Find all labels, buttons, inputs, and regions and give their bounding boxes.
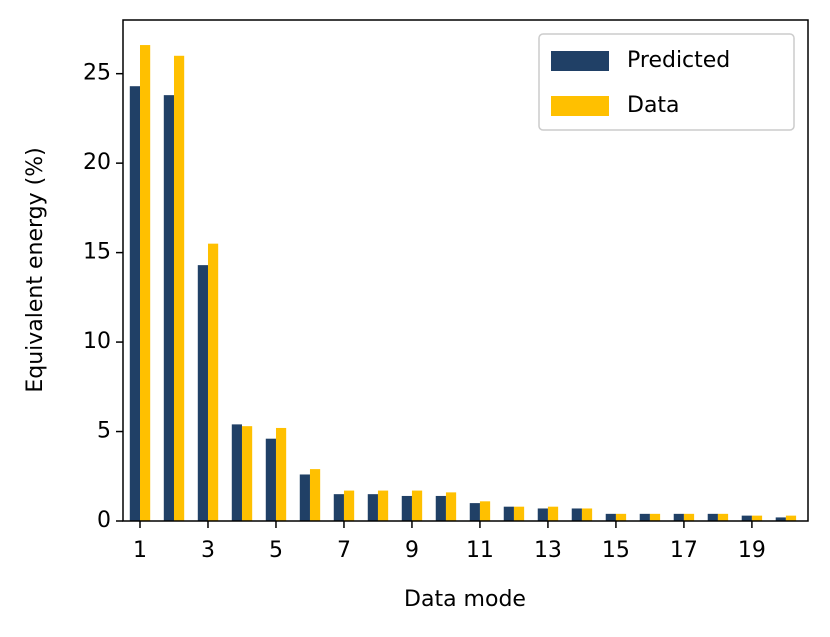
x-tick-label: 13 bbox=[534, 538, 562, 563]
bar bbox=[503, 506, 514, 521]
y-tick-label: 10 bbox=[83, 329, 111, 354]
bar bbox=[479, 501, 491, 521]
x-tick-label: 5 bbox=[269, 538, 283, 563]
x-tick-label: 15 bbox=[602, 538, 630, 563]
y-tick-label: 5 bbox=[97, 419, 111, 444]
bar bbox=[173, 55, 185, 522]
bar bbox=[299, 474, 310, 521]
bar bbox=[751, 515, 763, 521]
bar bbox=[139, 45, 151, 522]
bar bbox=[401, 495, 412, 521]
bar bbox=[707, 513, 718, 521]
bar bbox=[741, 515, 752, 521]
y-tick-label: 20 bbox=[83, 150, 111, 175]
y-axis-label: Equivalent energy (%) bbox=[23, 147, 48, 392]
bar bbox=[649, 513, 661, 521]
bar bbox=[615, 513, 627, 521]
bar bbox=[265, 438, 276, 521]
bar bbox=[333, 494, 344, 521]
bar bbox=[367, 494, 378, 521]
bar bbox=[445, 492, 457, 521]
bar bbox=[469, 503, 480, 521]
x-tick-label: 19 bbox=[738, 538, 766, 563]
bar bbox=[207, 243, 219, 522]
legend-label: Predicted bbox=[627, 48, 730, 73]
bar bbox=[435, 495, 446, 521]
bar bbox=[343, 490, 355, 521]
bar bbox=[605, 513, 616, 521]
bar bbox=[717, 513, 729, 521]
bar bbox=[547, 506, 559, 521]
bar bbox=[775, 517, 786, 521]
x-tick-label: 9 bbox=[405, 538, 419, 563]
x-tick-label: 7 bbox=[337, 538, 351, 563]
bar bbox=[309, 469, 321, 521]
x-tick-label: 3 bbox=[201, 538, 215, 563]
bar bbox=[581, 508, 593, 521]
y-tick-label: 25 bbox=[83, 61, 111, 86]
bar bbox=[377, 490, 389, 521]
bar bbox=[513, 506, 525, 521]
bar bbox=[683, 513, 695, 521]
bar bbox=[639, 513, 650, 521]
bar bbox=[275, 427, 287, 521]
bar bbox=[785, 515, 797, 521]
y-tick-label: 15 bbox=[83, 240, 111, 265]
x-tick-label: 1 bbox=[133, 538, 147, 563]
legend-swatch bbox=[551, 51, 609, 71]
x-tick-label: 17 bbox=[670, 538, 698, 563]
bar bbox=[129, 86, 140, 521]
x-tick-label: 11 bbox=[466, 538, 494, 563]
y-tick-label: 0 bbox=[97, 508, 111, 533]
bar bbox=[537, 508, 548, 521]
bar bbox=[571, 508, 582, 521]
bar bbox=[241, 426, 253, 521]
bar bbox=[163, 95, 174, 522]
bar bbox=[411, 490, 423, 521]
x-axis-label: Data mode bbox=[404, 587, 526, 612]
bar bbox=[673, 513, 684, 521]
legend-swatch bbox=[551, 96, 609, 116]
legend-label: Data bbox=[627, 93, 680, 118]
plot-frame bbox=[122, 19, 809, 522]
bar bbox=[231, 424, 242, 521]
bar bbox=[197, 265, 208, 521]
